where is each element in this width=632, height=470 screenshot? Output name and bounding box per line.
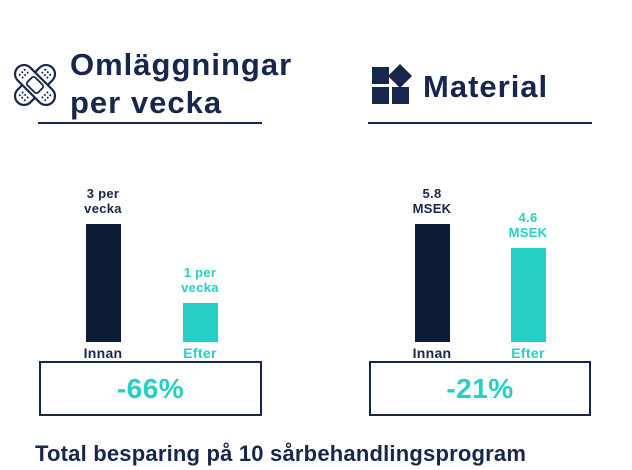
left-title-divider	[38, 122, 262, 124]
bar-category-label: Efter	[183, 345, 217, 361]
bar-category-label: Innan	[83, 345, 123, 361]
left-chart-title: Omläggningar per vecka	[70, 47, 293, 120]
left-delta-box: -66%	[39, 361, 262, 416]
bar-value-label: 1 per vecka	[181, 265, 219, 295]
left-bar-group-efter: 1 per vecka Efter	[154, 265, 246, 361]
left-delta-value: -66%	[116, 372, 185, 404]
left-bar-group-innan: 3 per vecka Innan	[57, 186, 149, 361]
bar-efter	[510, 248, 546, 342]
bar-category-label: Innan	[412, 345, 452, 361]
four-squares-icon	[371, 62, 415, 106]
right-delta-value: -21%	[446, 372, 514, 404]
bar-innan	[85, 224, 121, 342]
bar-value-label: 3 per vecka	[84, 186, 122, 216]
crossed-bandages-icon	[8, 58, 62, 112]
right-bar-group-efter: 4.6 MSEK Efter	[482, 210, 574, 361]
bar-value-label: 5.8 MSEK	[412, 186, 452, 216]
right-delta-box: -21%	[369, 361, 591, 416]
bar-value-label: 4.6 MSEK	[508, 210, 548, 240]
footer-total-savings: Total besparing på 10 sårbehandlingsprog…	[35, 441, 527, 466]
bar-category-label: Efter	[511, 345, 545, 361]
bar-efter	[182, 303, 218, 342]
right-title-divider	[368, 122, 592, 124]
right-bar-group-innan: 5.8 MSEK Innan	[386, 186, 478, 361]
right-chart-title: Material	[423, 69, 549, 104]
bar-innan	[414, 224, 450, 342]
